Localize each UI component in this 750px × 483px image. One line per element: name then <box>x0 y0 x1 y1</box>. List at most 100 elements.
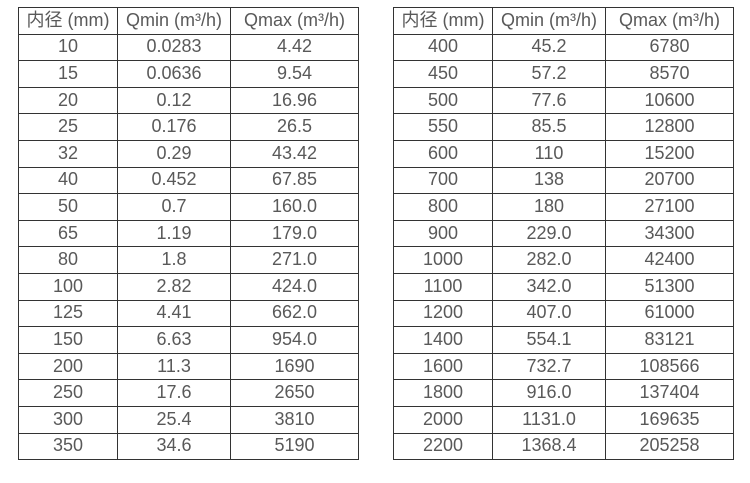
flow-tables-container: 内径 (mm) Qmin (m³/h) Qmax (m³/h) 10 0.0283 4.… <box>18 7 734 461</box>
qmin-cell: 732.7 <box>492 352 606 381</box>
qmin-cell: 45.2 <box>492 33 606 62</box>
diameter-cell: 2000 <box>393 405 493 434</box>
qmax-cell: 10600 <box>605 86 734 115</box>
table-row: 150 6.63 954.0 <box>18 326 359 354</box>
qmax-cell: 67.85 <box>230 166 359 195</box>
table-row: 65 1.19 179.0 <box>18 219 359 248</box>
qmax-cell: 16.96 <box>230 86 359 115</box>
qmin-cell: 0.29 <box>117 139 231 168</box>
qmin-cell: 0.452 <box>117 166 231 195</box>
diameter-cell: 600 <box>393 139 493 168</box>
table-row: 50 0.7 160.0 <box>18 193 359 221</box>
table-row: 1600 732.7 108566 <box>393 352 734 381</box>
table-row: 250 17.6 2650 <box>18 379 359 407</box>
table-row: 800 180 27100 <box>393 193 734 221</box>
qmin-cell: 1.19 <box>117 219 231 248</box>
diameter-cell: 1000 <box>393 246 493 274</box>
diameter-cell: 700 <box>393 166 493 195</box>
diameter-cell: 550 <box>393 113 493 141</box>
diameter-cell: 15 <box>18 60 118 88</box>
qmax-cell: 34300 <box>605 219 734 248</box>
qmax-cell: 5190 <box>230 432 359 461</box>
diameter-cell: 200 <box>18 352 118 381</box>
table-row: 300 25.4 3810 <box>18 405 359 434</box>
table-row: 900 229.0 34300 <box>393 219 734 248</box>
diameter-cell: 65 <box>18 219 118 248</box>
diameter-cell: 250 <box>18 379 118 407</box>
column-header-qmax: Qmax (m³/h) <box>605 7 734 35</box>
table-row: 20 0.12 16.96 <box>18 86 359 115</box>
table-row: 1100 342.0 51300 <box>393 272 734 301</box>
table-row: 350 34.6 5190 <box>18 432 359 461</box>
diameter-cell: 80 <box>18 246 118 274</box>
qmax-cell: 20700 <box>605 166 734 195</box>
table-row: 400 45.2 6780 <box>393 33 734 62</box>
diameter-cell: 900 <box>393 219 493 248</box>
table-row: 40 0.452 67.85 <box>18 166 359 195</box>
qmin-cell: 0.0636 <box>117 60 231 88</box>
qmin-cell: 282.0 <box>492 246 606 274</box>
table-row: 600 110 15200 <box>393 139 734 168</box>
qmax-cell: 2650 <box>230 379 359 407</box>
qmax-cell: 954.0 <box>230 326 359 354</box>
qmin-cell: 57.2 <box>492 60 606 88</box>
diameter-cell: 32 <box>18 139 118 168</box>
qmax-cell: 1690 <box>230 352 359 381</box>
qmax-cell: 9.54 <box>230 60 359 88</box>
table-row: 100 2.82 424.0 <box>18 272 359 301</box>
qmin-cell: 0.12 <box>117 86 231 115</box>
table-row: 200 11.3 1690 <box>18 352 359 381</box>
qmax-cell: 662.0 <box>230 299 359 328</box>
diameter-cell: 1400 <box>393 326 493 354</box>
qmin-cell: 138 <box>492 166 606 195</box>
qmin-cell: 342.0 <box>492 272 606 301</box>
diameter-cell: 2200 <box>393 432 493 461</box>
table-row: 1800 916.0 137404 <box>393 379 734 407</box>
table-row: 80 1.8 271.0 <box>18 246 359 274</box>
qmax-cell: 160.0 <box>230 193 359 221</box>
qmin-cell: 110 <box>492 139 606 168</box>
qmin-cell: 6.63 <box>117 326 231 354</box>
diameter-cell: 300 <box>18 405 118 434</box>
qmin-cell: 34.6 <box>117 432 231 461</box>
qmin-cell: 17.6 <box>117 379 231 407</box>
column-header-diameter: 内径 (mm) <box>18 7 118 35</box>
qmax-cell: 51300 <box>605 272 734 301</box>
qmin-cell: 25.4 <box>117 405 231 434</box>
qmin-cell: 916.0 <box>492 379 606 407</box>
diameter-cell: 500 <box>393 86 493 115</box>
qmin-cell: 77.6 <box>492 86 606 115</box>
diameter-cell: 450 <box>393 60 493 88</box>
qmax-cell: 169635 <box>605 405 734 434</box>
diameter-cell: 150 <box>18 326 118 354</box>
qmax-cell: 42400 <box>605 246 734 274</box>
qmax-cell: 61000 <box>605 299 734 328</box>
qmax-cell: 179.0 <box>230 219 359 248</box>
qmax-cell: 137404 <box>605 379 734 407</box>
qmin-cell: 11.3 <box>117 352 231 381</box>
qmin-cell: 0.7 <box>117 193 231 221</box>
table-row: 700 138 20700 <box>393 166 734 195</box>
diameter-cell: 1600 <box>393 352 493 381</box>
qmin-cell: 1131.0 <box>492 405 606 434</box>
qmin-cell: 4.41 <box>117 299 231 328</box>
qmax-cell: 15200 <box>605 139 734 168</box>
table-row: 2200 1368.4 205258 <box>393 432 734 461</box>
column-header-qmax: Qmax (m³/h) <box>230 7 359 35</box>
column-header-qmin: Qmin (m³/h) <box>117 7 231 35</box>
diameter-cell: 100 <box>18 272 118 301</box>
table-row: 125 4.41 662.0 <box>18 299 359 328</box>
qmax-cell: 424.0 <box>230 272 359 301</box>
qmax-cell: 27100 <box>605 193 734 221</box>
qmax-cell: 271.0 <box>230 246 359 274</box>
header-row: 内径 (mm) Qmin (m³/h) Qmax (m³/h) <box>393 7 734 35</box>
qmin-cell: 0.176 <box>117 113 231 141</box>
qmin-cell: 1368.4 <box>492 432 606 461</box>
diameter-cell: 1200 <box>393 299 493 328</box>
table-row: 550 85.5 12800 <box>393 113 734 141</box>
qmax-cell: 43.42 <box>230 139 359 168</box>
table-row: 450 57.2 8570 <box>393 60 734 88</box>
table-row: 1000 282.0 42400 <box>393 246 734 274</box>
qmin-cell: 407.0 <box>492 299 606 328</box>
table-row: 1200 407.0 61000 <box>393 299 734 328</box>
